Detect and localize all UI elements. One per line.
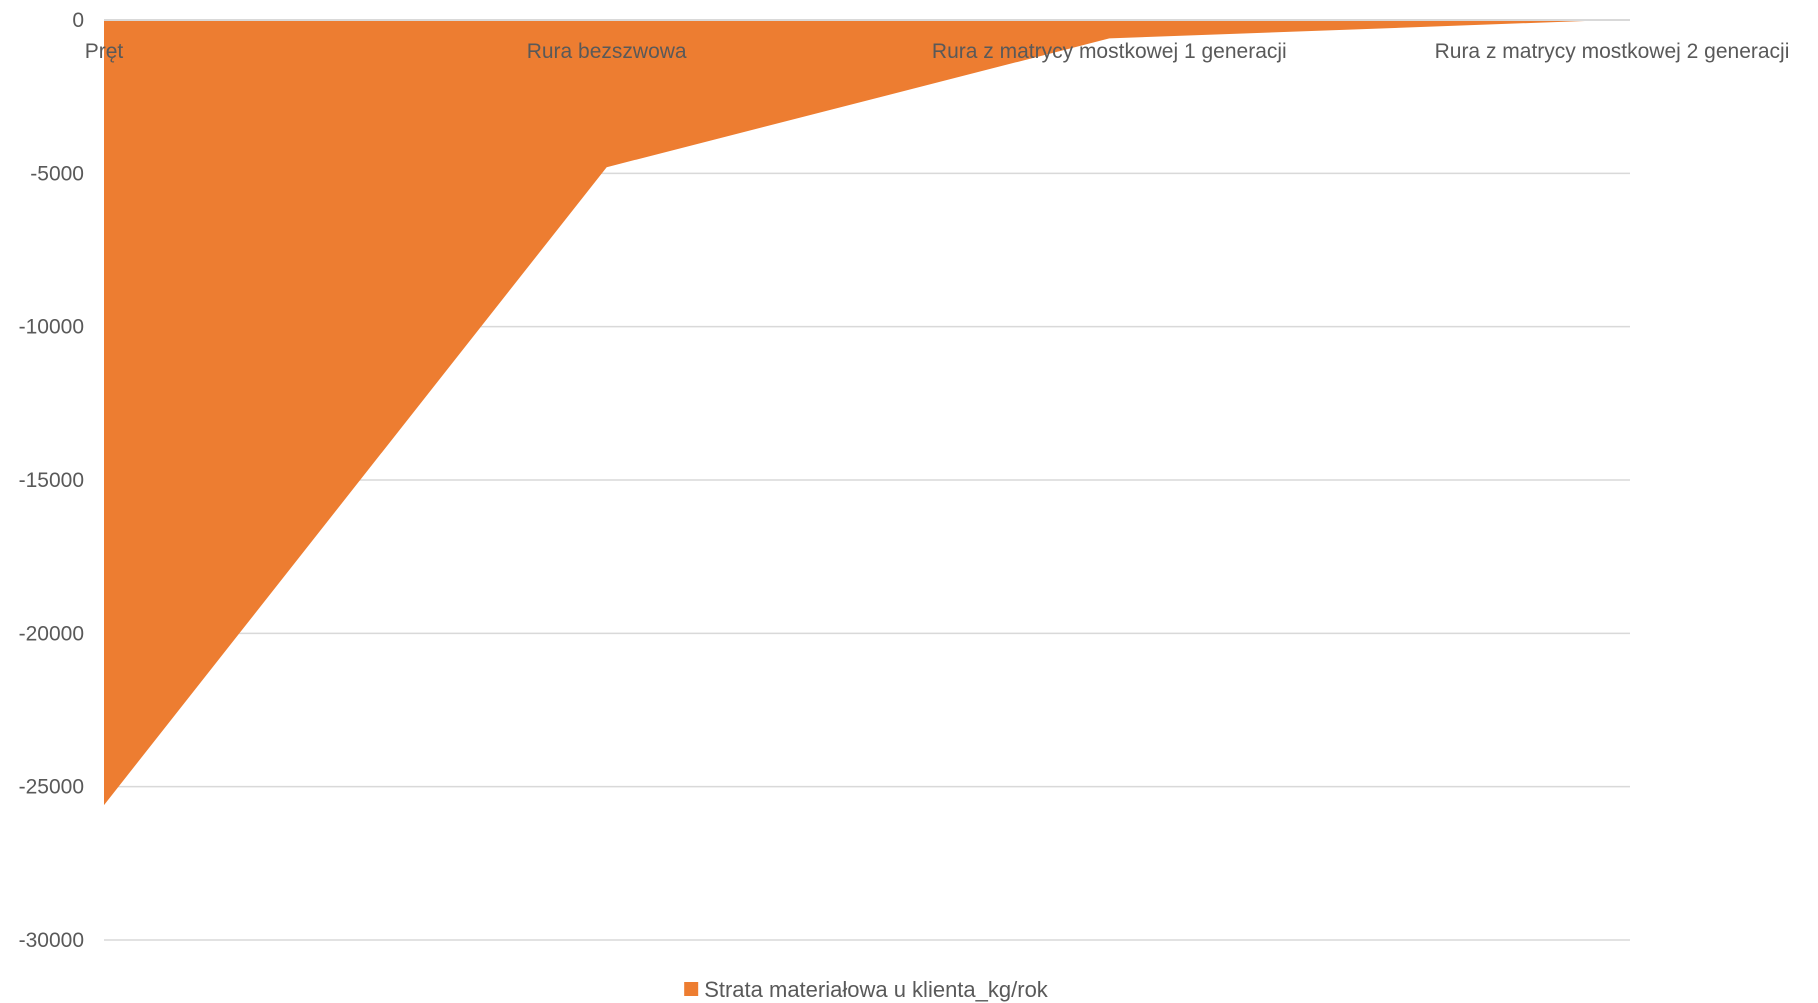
legend: Strata materiałowa u klienta_kg/rok xyxy=(684,977,1049,1002)
y-tick-label: 0 xyxy=(72,9,84,32)
plot-area xyxy=(103,19,1613,806)
y-tick-label: -5000 xyxy=(30,162,84,185)
y-axis-ticks: 0 -5000 -10000 -15000 -20000 -25000 -30000 xyxy=(19,9,84,952)
x-category-label: Rura bezszwowa xyxy=(527,40,687,63)
y-tick-label: -10000 xyxy=(19,316,84,339)
legend-swatch xyxy=(684,982,699,996)
y-tick-label: -25000 xyxy=(19,776,84,799)
x-category-label: Pręt xyxy=(85,40,124,63)
x-axis-categories: Pręt Rura bezszwowa Rura z matrycy mostkow… xyxy=(85,40,1790,63)
y-tick-label: -15000 xyxy=(19,469,84,492)
y-tick-label: -20000 xyxy=(19,622,84,645)
y-tick-label: -30000 xyxy=(19,929,84,952)
legend-label: Strata materiałowa u klienta_kg/rok xyxy=(704,977,1049,1002)
x-category-label: Rura z matrycy mostkowej 2 generacji xyxy=(1435,40,1790,63)
area-series xyxy=(104,20,1612,806)
x-category-label: Rura z matrycy mostkowej 1 generacji xyxy=(932,40,1287,63)
